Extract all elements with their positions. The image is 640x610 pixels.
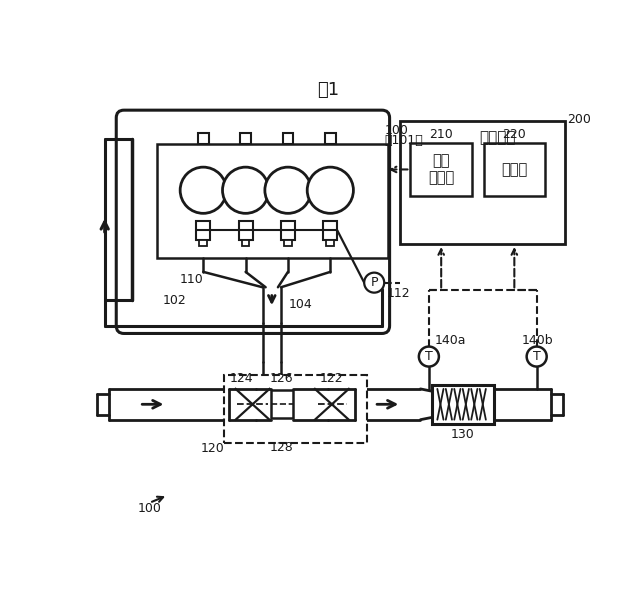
Circle shape bbox=[265, 167, 311, 214]
Bar bbox=[271, 390, 292, 418]
Text: 200: 200 bbox=[566, 113, 591, 126]
Circle shape bbox=[419, 346, 439, 367]
Circle shape bbox=[223, 167, 269, 214]
Text: P: P bbox=[371, 276, 378, 289]
Text: 220: 220 bbox=[502, 128, 526, 142]
Bar bbox=[239, 221, 253, 240]
Bar bbox=[484, 143, 545, 196]
Text: 100: 100 bbox=[138, 502, 161, 515]
Text: 122: 122 bbox=[320, 371, 344, 385]
Bar bbox=[284, 240, 292, 246]
Text: 制御装置: 制御装置 bbox=[479, 131, 516, 145]
Text: 図1: 図1 bbox=[317, 81, 339, 99]
Bar bbox=[157, 144, 388, 258]
FancyBboxPatch shape bbox=[116, 110, 390, 334]
Text: 104: 104 bbox=[289, 298, 312, 310]
Circle shape bbox=[527, 346, 547, 367]
Bar bbox=[242, 240, 250, 246]
Text: 100: 100 bbox=[384, 124, 408, 137]
Bar bbox=[399, 121, 565, 244]
Bar bbox=[281, 221, 295, 240]
Circle shape bbox=[364, 273, 384, 293]
Bar bbox=[200, 240, 207, 246]
Text: 140a: 140a bbox=[435, 334, 467, 347]
Text: 124: 124 bbox=[230, 371, 253, 385]
Bar bbox=[410, 143, 472, 196]
Text: 130: 130 bbox=[451, 428, 475, 441]
Circle shape bbox=[307, 167, 353, 214]
Bar bbox=[325, 133, 336, 144]
Bar bbox=[432, 385, 493, 423]
Bar bbox=[196, 221, 210, 240]
Text: 210: 210 bbox=[429, 128, 453, 142]
Text: 128: 128 bbox=[270, 441, 294, 454]
Text: 判定部: 判定部 bbox=[501, 162, 527, 177]
Text: 102: 102 bbox=[163, 294, 186, 307]
Bar bbox=[240, 133, 251, 144]
Text: （101）: （101） bbox=[384, 134, 423, 148]
Text: T: T bbox=[425, 350, 433, 363]
Bar bbox=[198, 133, 209, 144]
Bar bbox=[326, 240, 334, 246]
Circle shape bbox=[180, 167, 227, 214]
Text: 140b: 140b bbox=[522, 334, 554, 347]
Bar bbox=[224, 375, 367, 443]
Bar bbox=[283, 133, 293, 144]
Text: 昇温
制御部: 昇温 制御部 bbox=[428, 153, 454, 185]
Bar bbox=[323, 221, 337, 240]
Text: 110: 110 bbox=[180, 273, 204, 286]
Text: 120: 120 bbox=[201, 442, 225, 456]
Text: T: T bbox=[532, 350, 541, 363]
Text: 112: 112 bbox=[387, 287, 410, 300]
Text: 126: 126 bbox=[270, 371, 294, 385]
